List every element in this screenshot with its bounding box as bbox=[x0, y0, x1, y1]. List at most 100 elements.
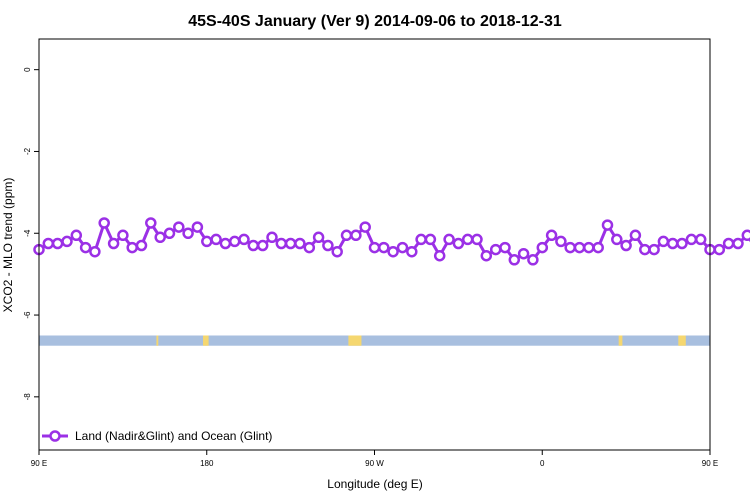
data-point bbox=[685, 233, 698, 246]
data-point bbox=[499, 241, 511, 254]
data-point bbox=[107, 237, 120, 250]
data-point bbox=[452, 237, 465, 250]
y-tick-label: -2 bbox=[23, 147, 32, 155]
data-point bbox=[247, 239, 260, 252]
data-point bbox=[182, 227, 194, 240]
data-point bbox=[489, 243, 502, 256]
land-segment bbox=[618, 335, 623, 346]
data-point bbox=[536, 241, 549, 254]
data-point bbox=[424, 233, 437, 246]
data-point bbox=[340, 229, 353, 242]
data-point bbox=[191, 221, 204, 233]
data-point bbox=[387, 245, 399, 258]
data-point bbox=[657, 235, 670, 248]
data-point bbox=[415, 233, 427, 246]
data-point bbox=[163, 227, 176, 240]
data-point bbox=[583, 241, 595, 254]
data-point bbox=[219, 237, 232, 250]
y-axis: 0 -2 -4 -6 -8 bbox=[23, 67, 39, 401]
ocean-band bbox=[39, 335, 710, 346]
legend-marker bbox=[49, 430, 61, 442]
data-point bbox=[676, 237, 688, 250]
data-point bbox=[601, 219, 614, 231]
x-tick-label: 90 E bbox=[31, 459, 47, 468]
data-point bbox=[173, 221, 185, 233]
data-point bbox=[406, 245, 418, 258]
data-point bbox=[732, 237, 744, 250]
data-point bbox=[433, 249, 446, 262]
data-point bbox=[275, 237, 288, 250]
data-point bbox=[228, 235, 241, 248]
data-point bbox=[378, 241, 390, 254]
data-point bbox=[145, 217, 157, 229]
data-point bbox=[564, 241, 576, 254]
data-point bbox=[741, 229, 750, 242]
data-point bbox=[722, 237, 735, 250]
data-point bbox=[294, 237, 306, 250]
data-point bbox=[694, 233, 707, 246]
data-point bbox=[201, 235, 213, 248]
land-segment bbox=[678, 335, 686, 346]
data-point bbox=[350, 229, 362, 242]
data-point bbox=[527, 254, 539, 266]
data-point bbox=[443, 233, 455, 246]
data-point bbox=[471, 233, 483, 246]
x-axis: 90 E 180 90 W 0 90 E bbox=[31, 450, 718, 468]
chart-title: 45S-40S January (Ver 9) 2014-09-06 to 20… bbox=[188, 13, 562, 30]
data-point bbox=[89, 245, 101, 258]
land-segment bbox=[348, 335, 362, 346]
data-point bbox=[368, 241, 381, 254]
series-group bbox=[33, 217, 750, 266]
data-point bbox=[126, 241, 138, 254]
data-point bbox=[396, 241, 409, 254]
data-point bbox=[555, 235, 567, 248]
data-point bbox=[303, 241, 316, 254]
data-point bbox=[284, 237, 297, 250]
x-tick-label: 90 E bbox=[702, 459, 718, 468]
data-point bbox=[648, 243, 660, 256]
land-ocean-band bbox=[39, 335, 710, 346]
data-point bbox=[629, 229, 642, 242]
data-point bbox=[480, 249, 493, 262]
data-point bbox=[79, 241, 92, 254]
y-tick-label: 0 bbox=[23, 67, 32, 72]
data-point bbox=[331, 245, 343, 258]
data-point bbox=[210, 233, 222, 246]
legend: Land (Nadir&Glint) and Ocean (Glint) bbox=[42, 429, 272, 443]
land-segment bbox=[156, 335, 159, 346]
data-point bbox=[135, 239, 148, 252]
x-axis-label: Longitude (deg E) bbox=[327, 477, 422, 491]
land-segment bbox=[203, 335, 209, 346]
data-point bbox=[70, 229, 83, 242]
data-point bbox=[256, 239, 269, 252]
data-point bbox=[545, 229, 558, 242]
y-tick-label: -8 bbox=[23, 393, 32, 401]
data-point bbox=[517, 247, 530, 260]
data-point bbox=[51, 237, 64, 250]
data-point bbox=[620, 239, 632, 252]
data-point bbox=[322, 239, 334, 252]
y-axis-label: XCO2 - MLO trend (ppm) bbox=[1, 178, 15, 313]
data-point bbox=[611, 233, 623, 246]
data-point bbox=[666, 237, 679, 250]
legend-label: Land (Nadir&Glint) and Ocean (Glint) bbox=[75, 429, 272, 443]
data-point bbox=[42, 237, 55, 250]
y-tick-label: -6 bbox=[23, 311, 32, 319]
data-point bbox=[508, 254, 521, 266]
data-point bbox=[154, 231, 166, 244]
x-tick-label: 0 bbox=[540, 459, 545, 468]
data-point bbox=[238, 233, 250, 246]
data-point bbox=[592, 241, 604, 254]
x-tick-label: 180 bbox=[200, 459, 214, 468]
data-point bbox=[266, 231, 278, 244]
data-point bbox=[573, 241, 586, 254]
data-point bbox=[713, 243, 726, 256]
data-point bbox=[639, 243, 651, 256]
data-point bbox=[117, 229, 129, 242]
y-tick-label: -4 bbox=[23, 229, 32, 237]
x-tick-label: 90 W bbox=[365, 459, 384, 468]
data-point bbox=[61, 235, 73, 248]
data-point bbox=[312, 231, 325, 244]
data-point bbox=[461, 233, 474, 246]
